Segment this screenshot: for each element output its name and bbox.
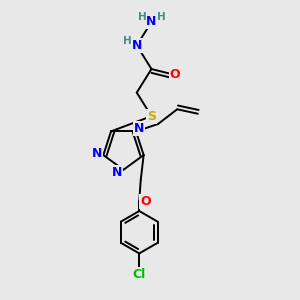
Text: N: N (146, 15, 157, 28)
Text: N: N (134, 122, 144, 135)
Text: S: S (147, 110, 156, 123)
Text: Cl: Cl (133, 268, 146, 281)
Text: O: O (140, 195, 151, 208)
Text: H: H (157, 12, 165, 22)
Text: N: N (132, 39, 142, 52)
Text: N: N (112, 166, 122, 178)
Text: H: H (138, 12, 146, 22)
Text: O: O (170, 68, 180, 81)
Text: N: N (92, 147, 102, 160)
Text: H: H (123, 36, 132, 46)
